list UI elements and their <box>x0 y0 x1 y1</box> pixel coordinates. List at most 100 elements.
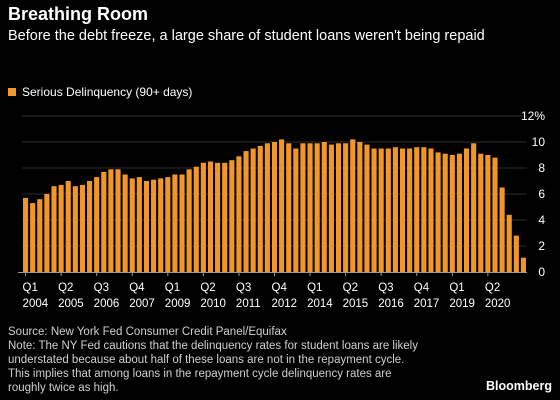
bar <box>279 139 285 272</box>
x-tick-label: Q3 <box>378 282 393 294</box>
note-line: understated because about half of these … <box>8 354 405 366</box>
bar <box>165 177 171 272</box>
bar <box>215 162 221 272</box>
bar <box>442 153 448 272</box>
chart-subtitle: Before the debt freeze, a large share of… <box>8 28 485 44</box>
bar <box>513 235 519 272</box>
bar <box>207 161 214 272</box>
bar <box>492 157 498 272</box>
x-tick-label: 2007 <box>129 298 155 310</box>
bar <box>236 156 242 272</box>
bar <box>44 194 50 272</box>
bar <box>506 214 512 272</box>
bar <box>478 153 484 272</box>
x-tick-label: 2020 <box>485 298 511 310</box>
bar <box>143 181 150 272</box>
bar <box>307 143 313 272</box>
brand-logo: Bloomberg <box>486 379 552 393</box>
bar <box>108 169 114 272</box>
x-tick-label: 2019 <box>449 298 475 310</box>
bar <box>179 174 185 272</box>
x-tick-label: 2009 <box>165 298 191 310</box>
bar <box>399 148 406 272</box>
legend: Serious Delinquency (90+ days) <box>8 85 192 99</box>
bar <box>94 177 100 272</box>
y-tick-label: 0 <box>538 265 545 279</box>
bar <box>286 143 292 272</box>
x-tick-label: Q2 <box>200 282 215 294</box>
bar <box>485 155 491 272</box>
bar <box>250 148 256 272</box>
footnotes: Source: New York Fed Consumer Credit Pan… <box>8 325 548 395</box>
bar <box>364 144 370 272</box>
bar <box>328 144 334 272</box>
bar <box>172 174 178 272</box>
x-tick-label: Q1 <box>449 282 464 294</box>
bar <box>37 199 43 272</box>
x-tick-label: 2015 <box>343 298 369 310</box>
bar <box>222 162 228 272</box>
x-tick-label: Q3 <box>236 282 251 294</box>
bar <box>136 177 142 272</box>
x-tick-label: 2010 <box>200 298 226 310</box>
x-tick-label: 2006 <box>94 298 120 310</box>
bar <box>151 179 157 272</box>
bar <box>65 181 71 272</box>
bar <box>158 178 164 272</box>
bar <box>51 186 57 272</box>
bar <box>79 184 86 272</box>
x-tick-label: Q2 <box>485 282 500 294</box>
bar <box>414 147 420 272</box>
bar <box>72 186 78 272</box>
bar <box>200 162 206 272</box>
bar <box>385 148 391 272</box>
bar <box>449 155 455 272</box>
bar <box>407 148 413 272</box>
x-tick-label: Q4 <box>272 282 288 294</box>
bar <box>243 151 249 272</box>
x-tick-label: Q2 <box>58 282 73 294</box>
bar <box>87 181 93 272</box>
x-tick-label: 2004 <box>23 298 49 310</box>
x-tick-label: Q1 <box>165 282 180 294</box>
bar <box>321 142 327 272</box>
y-tick-label: 2 <box>538 239 545 253</box>
note-line: This implies that among loans in the rep… <box>8 368 392 380</box>
bar <box>343 143 349 272</box>
bar <box>30 203 36 272</box>
bar <box>264 143 270 272</box>
bar <box>371 148 377 272</box>
bar <box>520 257 527 272</box>
bar <box>357 142 363 272</box>
bar <box>435 152 441 272</box>
x-tick-label: Q2 <box>343 282 358 294</box>
x-tick-label: Q1 <box>23 282 38 294</box>
bar <box>471 143 477 272</box>
bar <box>129 178 135 272</box>
bar <box>193 166 199 272</box>
y-tick-label: 4 <box>538 213 545 227</box>
chart-title: Breathing Room <box>8 4 149 24</box>
bar <box>421 147 427 272</box>
note-line: roughly twice as high. <box>8 382 119 394</box>
bar <box>314 143 320 272</box>
bar <box>101 171 107 272</box>
bar <box>300 143 306 272</box>
y-tick-label: 8 <box>538 161 545 175</box>
y-tick-label: 6 <box>538 187 545 201</box>
bar <box>428 148 434 272</box>
note-line: Note: The NY Fed cautions that the delin… <box>8 340 418 352</box>
bar <box>271 142 278 272</box>
bar <box>115 169 121 272</box>
bar <box>293 148 299 272</box>
bar <box>186 169 192 272</box>
source-line: Source: New York Fed Consumer Credit Pan… <box>8 326 287 338</box>
x-tick-label: Q1 <box>307 282 322 294</box>
legend-swatch <box>8 88 16 96</box>
x-tick-label: 2017 <box>414 298 440 310</box>
bar <box>350 139 356 272</box>
bar <box>378 148 384 272</box>
x-tick-label: 2011 <box>236 298 261 310</box>
x-tick-label: 2005 <box>58 298 84 310</box>
